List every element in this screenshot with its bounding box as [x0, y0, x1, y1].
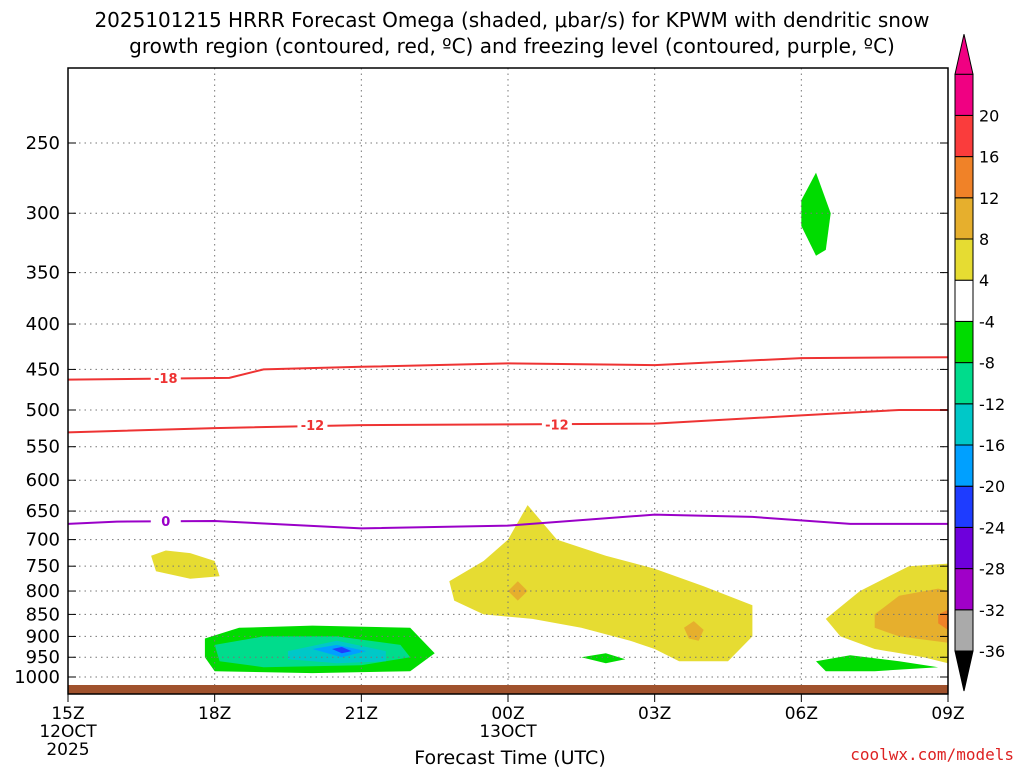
colorbar-label-4: -20 — [979, 477, 1005, 496]
omega-region-18 — [816, 655, 939, 672]
colorbar-label-13: 20 — [979, 106, 999, 125]
y-tick-label-6: 550 — [26, 437, 60, 458]
contour-label-bg-2 — [541, 416, 572, 433]
y-tick-label-10: 750 — [26, 556, 60, 577]
colorbar-label-12: 16 — [979, 148, 999, 167]
y-tick-label-15: 1000 — [14, 667, 60, 688]
colorbar-label-1: -32 — [979, 601, 1005, 620]
y-tick-label-7: 600 — [26, 470, 60, 491]
x-tick-date-3: 13OCT — [479, 722, 537, 742]
colorbar-label-10: 8 — [979, 230, 989, 249]
omega-region-15 — [478, 644, 675, 674]
x-tick-year-0: 2025 — [46, 740, 89, 760]
y-tick-label-1: 300 — [26, 203, 60, 224]
omega-region-20 — [449, 505, 753, 662]
colorbar-label-3: -24 — [979, 518, 1005, 537]
colorbar-bin-8 — [954, 279, 974, 322]
y-tick-label-0: 250 — [26, 133, 60, 154]
colorbar-bin-12 — [954, 114, 974, 158]
y-tick-label-13: 900 — [26, 626, 60, 647]
omega-region-2 — [791, 158, 948, 324]
contour-label-bg-0 — [150, 369, 181, 386]
contour-label-2: -12 — [545, 418, 569, 433]
x-tick-label-4: 03Z — [638, 704, 671, 724]
omega-region-4 — [918, 342, 948, 461]
colorbar-label-5: -16 — [979, 436, 1005, 455]
x-tick-label-1: 18Z — [198, 704, 231, 724]
colorbar-bin-9 — [954, 238, 974, 281]
contour-label-bg-1 — [297, 417, 328, 434]
y-tick-label-11: 800 — [26, 581, 60, 602]
colorbar-low-triangle — [954, 650, 974, 692]
omega-region-0 — [102, 127, 181, 380]
colorbar-bin-4 — [954, 444, 974, 487]
omega-region-6 — [449, 446, 469, 487]
x-tick-label-3: 00Z — [491, 704, 524, 724]
omega-region-5 — [346, 467, 367, 512]
colorbar-label-2: -28 — [979, 560, 1005, 579]
omega-region-24 — [874, 588, 948, 643]
contour-label-0: -18 — [154, 372, 178, 387]
gridlines — [67, 68, 949, 694]
contour-line-0 — [67, 356, 949, 381]
colorbar-label-6: -12 — [979, 395, 1005, 414]
omega-region-21 — [508, 581, 528, 601]
contour-label-1: -12 — [301, 419, 325, 434]
colorbar-bin-1 — [954, 568, 974, 611]
colorbar-bin-6 — [954, 362, 974, 405]
colorbar-bin-13 — [954, 73, 974, 116]
omega-region-14 — [332, 647, 352, 654]
colorbar-bin-7 — [954, 320, 974, 364]
contour-line-2 — [67, 513, 948, 530]
pressure-axis: 2503003504004505005506006507007508008509… — [14, 133, 948, 688]
colorbar-bin-5 — [954, 403, 974, 446]
colorbar-label-0: -36 — [979, 642, 1005, 661]
x-tick-label-5: 06Z — [785, 704, 818, 724]
contour-line-1 — [67, 409, 948, 434]
omega-colorbar: -36 -32 -28 -24 -20 -16 -12 -8 -4 4 8 12 16 20 — [954, 34, 1005, 692]
terrain-ground-bar — [68, 685, 948, 694]
y-tick-label-2: 350 — [26, 263, 60, 284]
omega-region-3 — [801, 172, 831, 256]
omega-shading-layer — [102, 127, 948, 679]
colorbar-bin-11 — [954, 156, 974, 199]
colorbar-bin-10 — [954, 197, 974, 240]
contour-layer: -18 -12 -12 0 — [67, 356, 949, 530]
colorbar-high-triangle — [954, 34, 974, 75]
colorbar-label-8: -4 — [979, 312, 995, 331]
x-tick-label-6: 09Z — [931, 704, 964, 724]
omega-region-7 — [200, 480, 230, 512]
omega-region-1 — [190, 143, 274, 245]
x-tick-date-0: 12OCT — [39, 722, 97, 742]
x-tick-label-0: 15Z — [51, 704, 84, 724]
colorbar-label-7: -8 — [979, 354, 995, 373]
credit-text: coolwx.com/models — [850, 745, 1014, 764]
omega-region-19 — [151, 550, 220, 579]
colorbar-bin-2 — [954, 526, 974, 570]
chart-title-line1: 2025101215 HRRR Forecast Omega (shaded, … — [94, 8, 929, 32]
y-tick-label-9: 700 — [26, 530, 60, 551]
y-tick-label-12: 850 — [26, 604, 60, 625]
y-tick-label-14: 950 — [26, 647, 60, 668]
y-tick-label-8: 650 — [26, 501, 60, 522]
omega-region-8 — [835, 539, 856, 564]
y-tick-label-5: 500 — [26, 400, 60, 421]
omega-region-16 — [581, 653, 626, 664]
chart-title-line2: growth region (contoured, red, ºC) and f… — [129, 34, 895, 58]
contour-label-bg-3 — [150, 513, 181, 530]
colorbar-label-9: 4 — [979, 271, 989, 290]
colorbar-label-11: 12 — [979, 189, 999, 208]
omega-region-22 — [684, 621, 704, 641]
colorbar-bin-3 — [954, 485, 974, 528]
x-axis-label: Forecast Time (UTC) — [414, 747, 605, 768]
x-tick-label-2: 21Z — [345, 704, 378, 724]
y-tick-label-3: 400 — [26, 314, 60, 335]
colorbar-bin-0 — [954, 609, 974, 652]
y-tick-label-4: 450 — [26, 359, 60, 380]
contour-label-3: 0 — [161, 515, 170, 530]
